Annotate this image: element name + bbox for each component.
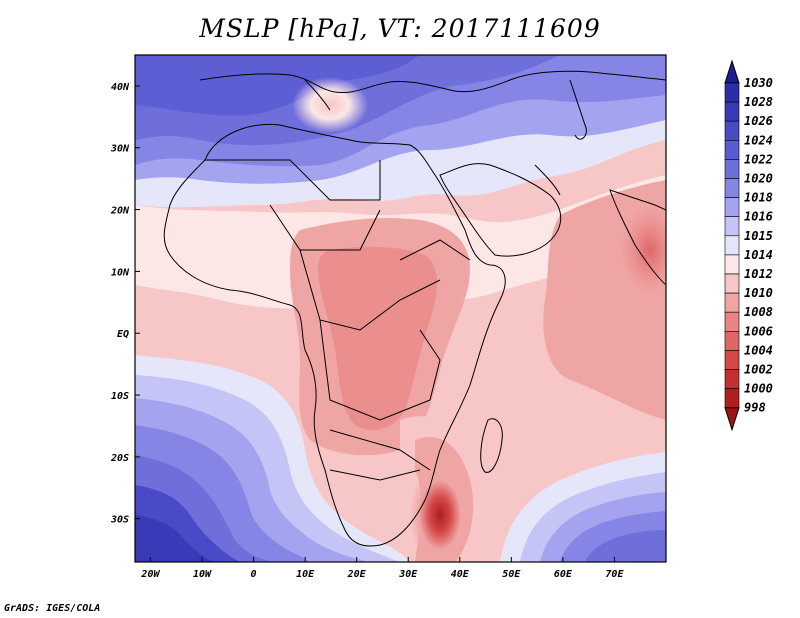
colorbar-label: 1004	[744, 343, 773, 357]
credit-text: GrADS: IGES/COLA	[4, 603, 101, 614]
map-frame	[134, 54, 667, 563]
colorbar-band	[724, 178, 740, 198]
y-tick-label: 20S	[110, 453, 129, 464]
x-tick-label: 0	[251, 569, 257, 580]
colorbar-label: 1020	[744, 172, 773, 186]
colorbar-band	[724, 159, 740, 179]
colorbar-label: 1015	[744, 229, 773, 243]
y-axis: 40N 30N 20N 10N EQ 10S 20S 30S	[110, 82, 140, 526]
x-tick-label: 10W	[193, 569, 212, 580]
y-tick-label: 40N	[111, 82, 130, 93]
colorbar-band	[724, 292, 740, 313]
colorbar-label: 1016	[744, 210, 773, 224]
colorbar-band	[724, 388, 740, 409]
x-axis: 20W 10W 0 10E 20E 30E 40E 50E 60E 70E	[140, 557, 624, 580]
colorbar-band	[724, 369, 740, 389]
y-tick-label: 30S	[110, 515, 129, 526]
colorbar-band	[724, 82, 740, 103]
y-tick-label: 10N	[111, 267, 130, 278]
colorbar-bottom-arrow	[724, 407, 740, 432]
colorbar-label: 1024	[744, 133, 773, 147]
colorbar-band	[724, 140, 740, 160]
x-tick-label: 50E	[502, 569, 521, 580]
x-tick-label: 20W	[140, 569, 160, 580]
colorbar-band	[724, 216, 740, 237]
y-tick-label: 20N	[110, 206, 130, 217]
colorbar-label: 1008	[744, 305, 773, 319]
colorbar-band	[724, 197, 740, 218]
y-tick-label: EQ	[117, 329, 129, 340]
x-tick-label: 70E	[605, 569, 624, 580]
colorbar-band	[724, 330, 740, 351]
colorbar-label: 1028	[744, 95, 773, 109]
colorbar-band	[724, 120, 740, 141]
y-tick-label: 10S	[111, 391, 129, 402]
colorbar-band	[724, 273, 740, 294]
x-tick-label: 40E	[451, 569, 470, 580]
colorbar-label: 1014	[744, 248, 773, 262]
colorbar-label: 1030	[744, 76, 773, 90]
colorbar-label: 1012	[744, 267, 773, 281]
colorbar-label: 1010	[744, 286, 773, 300]
colorbar-label: 1002	[744, 363, 773, 377]
colorbar: 1030 1028 1026 1024 1022 1020 1018 1016 1015 1014…	[724, 59, 773, 432]
colorbar-band	[724, 101, 740, 122]
colorbar-label: 1000	[744, 382, 773, 396]
colorbar-top-arrow	[724, 59, 740, 84]
colorbar-band	[724, 254, 740, 275]
coastlines	[163, 70, 666, 547]
x-tick-label: 60E	[554, 569, 573, 580]
x-tick-label: 30E	[398, 569, 418, 580]
colorbar-label: 1018	[744, 191, 773, 205]
x-tick-label: 20E	[347, 569, 367, 580]
colorbar-band	[724, 311, 740, 332]
colorbar-label: 1026	[744, 114, 773, 128]
colorbar-label: 1006	[744, 324, 773, 338]
y-tick-label: 30N	[110, 144, 130, 155]
colorbar-band	[724, 350, 740, 370]
colorbar-band	[724, 235, 740, 256]
pressure-field	[135, 55, 666, 562]
colorbar-label: 998	[744, 401, 766, 415]
x-tick-label: 10E	[296, 569, 315, 580]
colorbar-label: 1022	[744, 152, 773, 166]
map-title: MSLP [hPa], VT: 2017111609	[199, 14, 601, 43]
